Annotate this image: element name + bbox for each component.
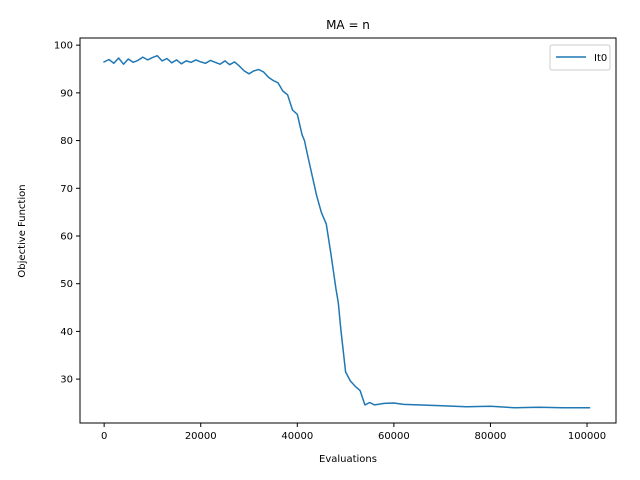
x-tick-label: 0 [101, 431, 107, 442]
y-tick-label: 40 [60, 327, 73, 338]
y-tick-label: 90 [60, 88, 73, 99]
y-tick-label: 30 [60, 375, 73, 386]
y-tick-label: 70 [60, 184, 73, 195]
y-tick-label: 100 [54, 41, 73, 52]
series-line-it0 [103, 54, 591, 409]
chart-title: MA = n [326, 18, 370, 32]
plot-area [103, 54, 591, 409]
y-tick-label: 60 [60, 231, 73, 242]
legend: It0 [549, 44, 611, 71]
axes-frame [79, 37, 617, 424]
x-tick-label: 60000 [378, 431, 410, 442]
x-tick-label: 40000 [281, 431, 313, 442]
x-tick-label: 20000 [185, 431, 217, 442]
y-tick-label: 50 [60, 279, 73, 290]
x-axis-label: Evaluations [319, 454, 377, 465]
x-tick-label: 80000 [475, 431, 507, 442]
axis-ticks: 0 20000 40000 60000 80000 100000 30 40 50 60 70 80 9… [54, 41, 606, 442]
y-tick-label: 80 [60, 136, 73, 147]
x-tick-label: 100000 [568, 431, 606, 442]
legend-label: It0 [594, 53, 607, 64]
y-axis-label: Objective Function [17, 184, 28, 277]
